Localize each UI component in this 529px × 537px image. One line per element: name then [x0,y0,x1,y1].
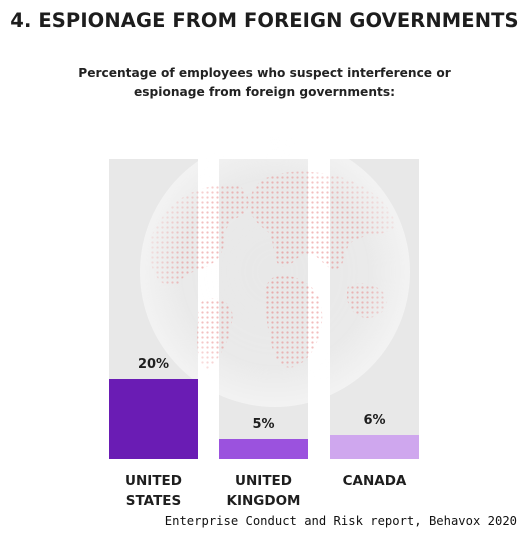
category-labels: UNITED STATES UNITED KINGDOM CANADA [125,473,407,509]
chart-subtitle: Percentage of employees who suspect inte… [0,64,529,102]
bar-fills [109,379,419,459]
source-caption: Enterprise Conduct and Risk report, Beha… [164,514,517,528]
category-label-canada-line-1: CANADA [343,473,407,489]
category-label-united-kingdom-line-2: KINGDOM [227,493,301,509]
value-labels: 20% 5% 6% [138,357,386,432]
bar-canada [330,435,419,459]
globe-background [140,137,410,407]
bar-united-kingdom [219,439,308,459]
bar-united-states [109,379,198,459]
subtitle-line-2: espionage from foreign governments: [134,85,395,99]
subtitle-line-1: Percentage of employees who suspect inte… [78,66,451,80]
category-label-united-kingdom-line-1: UNITED [235,473,292,489]
page-title: 4. ESPIONAGE FROM FOREIGN GOVERNMENTS [10,9,519,32]
value-label-canada: 6% [363,413,385,428]
value-label-united-kingdom: 5% [252,417,274,432]
category-label-united-states-line-1: UNITED [125,473,182,489]
category-label-united-states-line-2: STATES [126,493,181,509]
value-label-united-states: 20% [138,357,169,372]
